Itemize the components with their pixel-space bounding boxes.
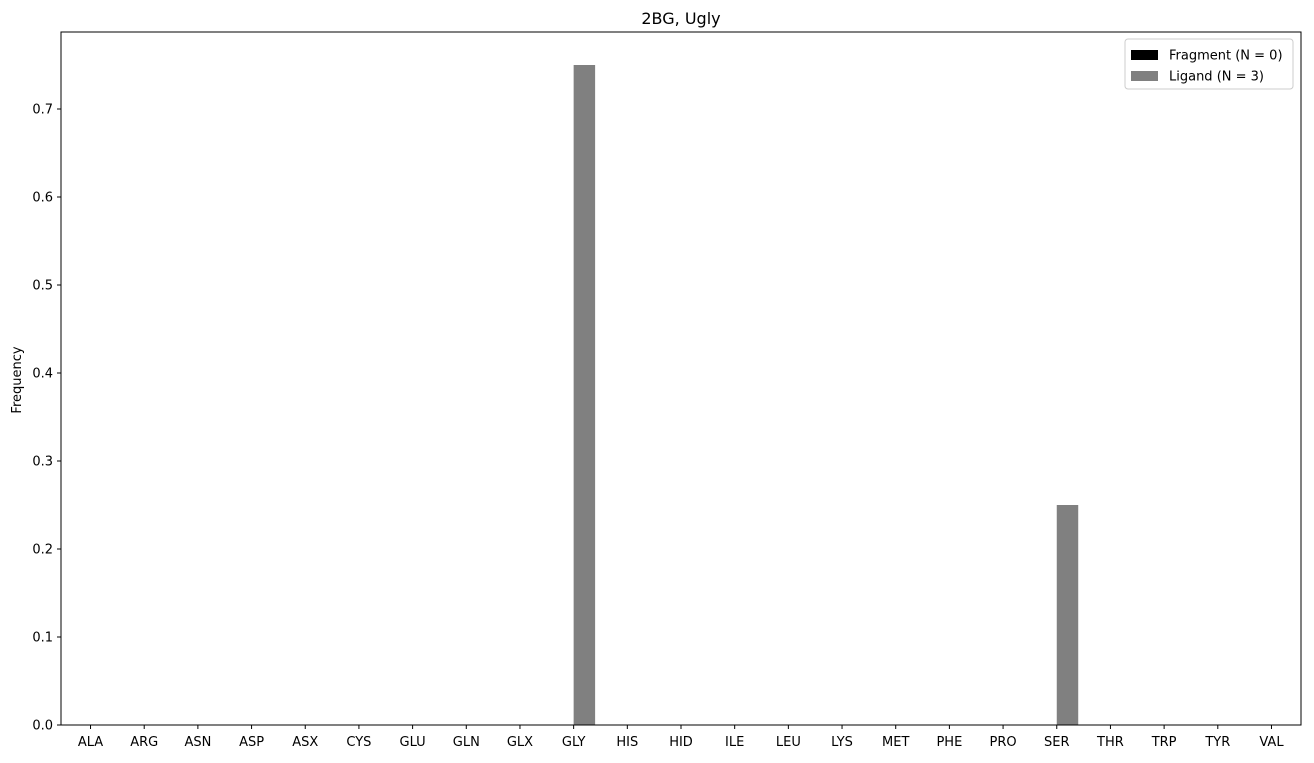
x-tick-label: ASN (184, 735, 211, 750)
y-tick-label: 0.2 (32, 543, 53, 558)
x-tick-label: GLU (400, 735, 426, 750)
x-tick-label: VAL (1259, 735, 1284, 750)
x-tick-label: GLY (562, 735, 586, 750)
bar-ligand-ser (1056, 505, 1079, 725)
legend-swatch-ligand (1131, 71, 1158, 81)
legend: Fragment (N = 0) Ligand (N = 3) (1124, 38, 1294, 90)
x-tick-label: ASX (292, 735, 318, 750)
x-tick-label: ARG (130, 735, 158, 750)
legend-label-ligand: Ligand (N = 3) (1169, 70, 1264, 85)
x-tick-label: TRP (1151, 735, 1177, 750)
x-tick-label: CYS (346, 735, 371, 750)
x-tick-label: ASP (239, 735, 264, 750)
x-tick-label: THR (1096, 735, 1124, 750)
y-tick-label: 0.5 (32, 279, 53, 294)
x-tick-label: GLN (453, 735, 480, 750)
x-tick-label: ALA (78, 735, 103, 750)
chart-title: 2BG, Ugly (641, 9, 720, 28)
legend-swatch-fragment (1131, 50, 1158, 60)
y-tick-label: 0.3 (32, 455, 53, 470)
x-tick-label: LYS (831, 735, 853, 750)
x-tick-label: LEU (776, 735, 801, 750)
x-tick-label: PHE (936, 735, 962, 750)
x-tick-label: GLX (507, 735, 533, 750)
x-tick-label: HIS (616, 735, 638, 750)
x-tick-label: MET (882, 735, 909, 750)
x-tick-label: ILE (725, 735, 744, 750)
x-tick-label: PRO (990, 735, 1017, 750)
x-tick-label: HID (669, 735, 693, 750)
y-tick-label: 0.0 (32, 719, 53, 734)
y-tick-label: 0.4 (32, 367, 53, 382)
plot-frame (60, 31, 1302, 726)
y-tick-label: 0.1 (32, 631, 53, 646)
bars-layer (573, 65, 1079, 725)
y-axis-label: Frequency (10, 346, 25, 413)
legend-label-fragment: Fragment (N = 0) (1169, 49, 1283, 64)
x-tick-label: SER (1044, 735, 1070, 750)
y-tick-label: 0.7 (32, 103, 53, 118)
bar-ligand-gly (573, 65, 596, 725)
legend-frame (1124, 38, 1294, 90)
x-tick-label: TYR (1204, 735, 1230, 750)
y-tick-label: 0.6 (32, 191, 53, 206)
axes-layer: 0.0 0.1 0.2 0.3 0.4 0.5 0.6 0.7 ALA ARG ASN ASP ASX C… (32, 31, 1302, 750)
